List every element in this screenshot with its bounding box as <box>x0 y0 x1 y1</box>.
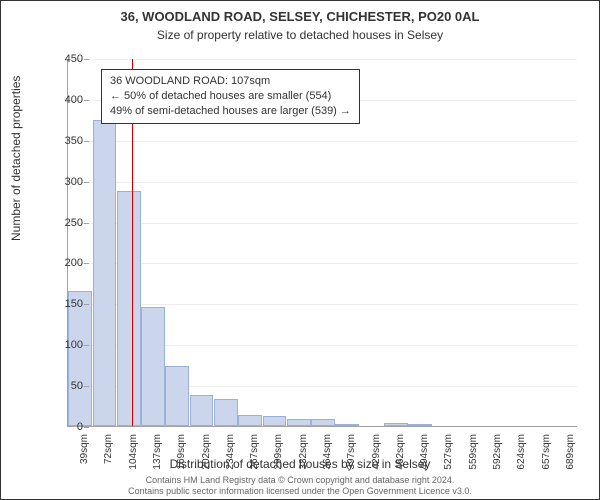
bar <box>214 399 238 426</box>
y-tick: 100 <box>43 339 83 351</box>
plot-area: 36 WOODLAND ROAD: 107sqm← 50% of detache… <box>67 59 577 427</box>
x-tick: 234sqm <box>225 434 236 494</box>
x-tick: 657sqm <box>541 434 552 494</box>
x-tick: 462sqm <box>395 434 406 494</box>
x-tick: 137sqm <box>152 434 163 494</box>
bar <box>408 424 432 426</box>
bar <box>93 120 117 426</box>
x-tick: 299sqm <box>273 434 284 494</box>
bar <box>287 419 311 426</box>
x-tick: 72sqm <box>103 434 114 494</box>
x-tick: 527sqm <box>443 434 454 494</box>
annotation-line: 49% of semi-detached houses are larger (… <box>110 104 351 119</box>
bar <box>190 395 214 426</box>
y-tick: 300 <box>43 176 83 188</box>
bar <box>165 366 189 427</box>
x-tick: 169sqm <box>176 434 187 494</box>
x-tick: 267sqm <box>249 434 260 494</box>
x-tick: 332sqm <box>298 434 309 494</box>
bar <box>117 191 141 426</box>
x-tick: 397sqm <box>346 434 357 494</box>
bar <box>311 419 335 426</box>
x-tick: 39sqm <box>79 434 90 494</box>
y-tick: 450 <box>43 53 83 65</box>
y-tick: 400 <box>43 94 83 106</box>
gridline <box>68 304 577 305</box>
x-tick: 429sqm <box>371 434 382 494</box>
bar <box>141 307 165 426</box>
chart-subtitle: Size of property relative to detached ho… <box>1 25 599 42</box>
bar <box>68 291 92 426</box>
chart-container: 36, WOODLAND ROAD, SELSEY, CHICHESTER, P… <box>0 0 600 500</box>
y-tick: 150 <box>43 298 83 310</box>
y-tick: 200 <box>43 257 83 269</box>
bar <box>238 415 262 426</box>
bar <box>263 416 287 426</box>
gridline <box>68 223 577 224</box>
y-tick: 0 <box>43 421 83 433</box>
x-tick: 202sqm <box>201 434 212 494</box>
annotation-line: 36 WOODLAND ROAD: 107sqm <box>110 74 351 89</box>
x-tick: 559sqm <box>468 434 479 494</box>
x-tick: 624sqm <box>516 434 527 494</box>
gridline <box>68 141 577 142</box>
annotation-line: ← 50% of detached houses are smaller (55… <box>110 89 351 104</box>
bar <box>384 423 408 426</box>
chart-title: 36, WOODLAND ROAD, SELSEY, CHICHESTER, P… <box>1 1 599 25</box>
y-tick: 350 <box>43 135 83 147</box>
x-tick: 364sqm <box>322 434 333 494</box>
x-tick: 689sqm <box>565 434 576 494</box>
x-tick: 592sqm <box>492 434 503 494</box>
gridline <box>68 263 577 264</box>
annotation-box: 36 WOODLAND ROAD: 107sqm← 50% of detache… <box>101 69 360 124</box>
gridline <box>68 59 577 60</box>
bar <box>335 424 359 426</box>
y-tick: 50 <box>43 380 83 392</box>
x-tick: 104sqm <box>128 434 139 494</box>
y-axis-label: Number of detached properties <box>9 76 23 241</box>
y-tick: 250 <box>43 217 83 229</box>
x-tick: 494sqm <box>419 434 430 494</box>
gridline <box>68 182 577 183</box>
